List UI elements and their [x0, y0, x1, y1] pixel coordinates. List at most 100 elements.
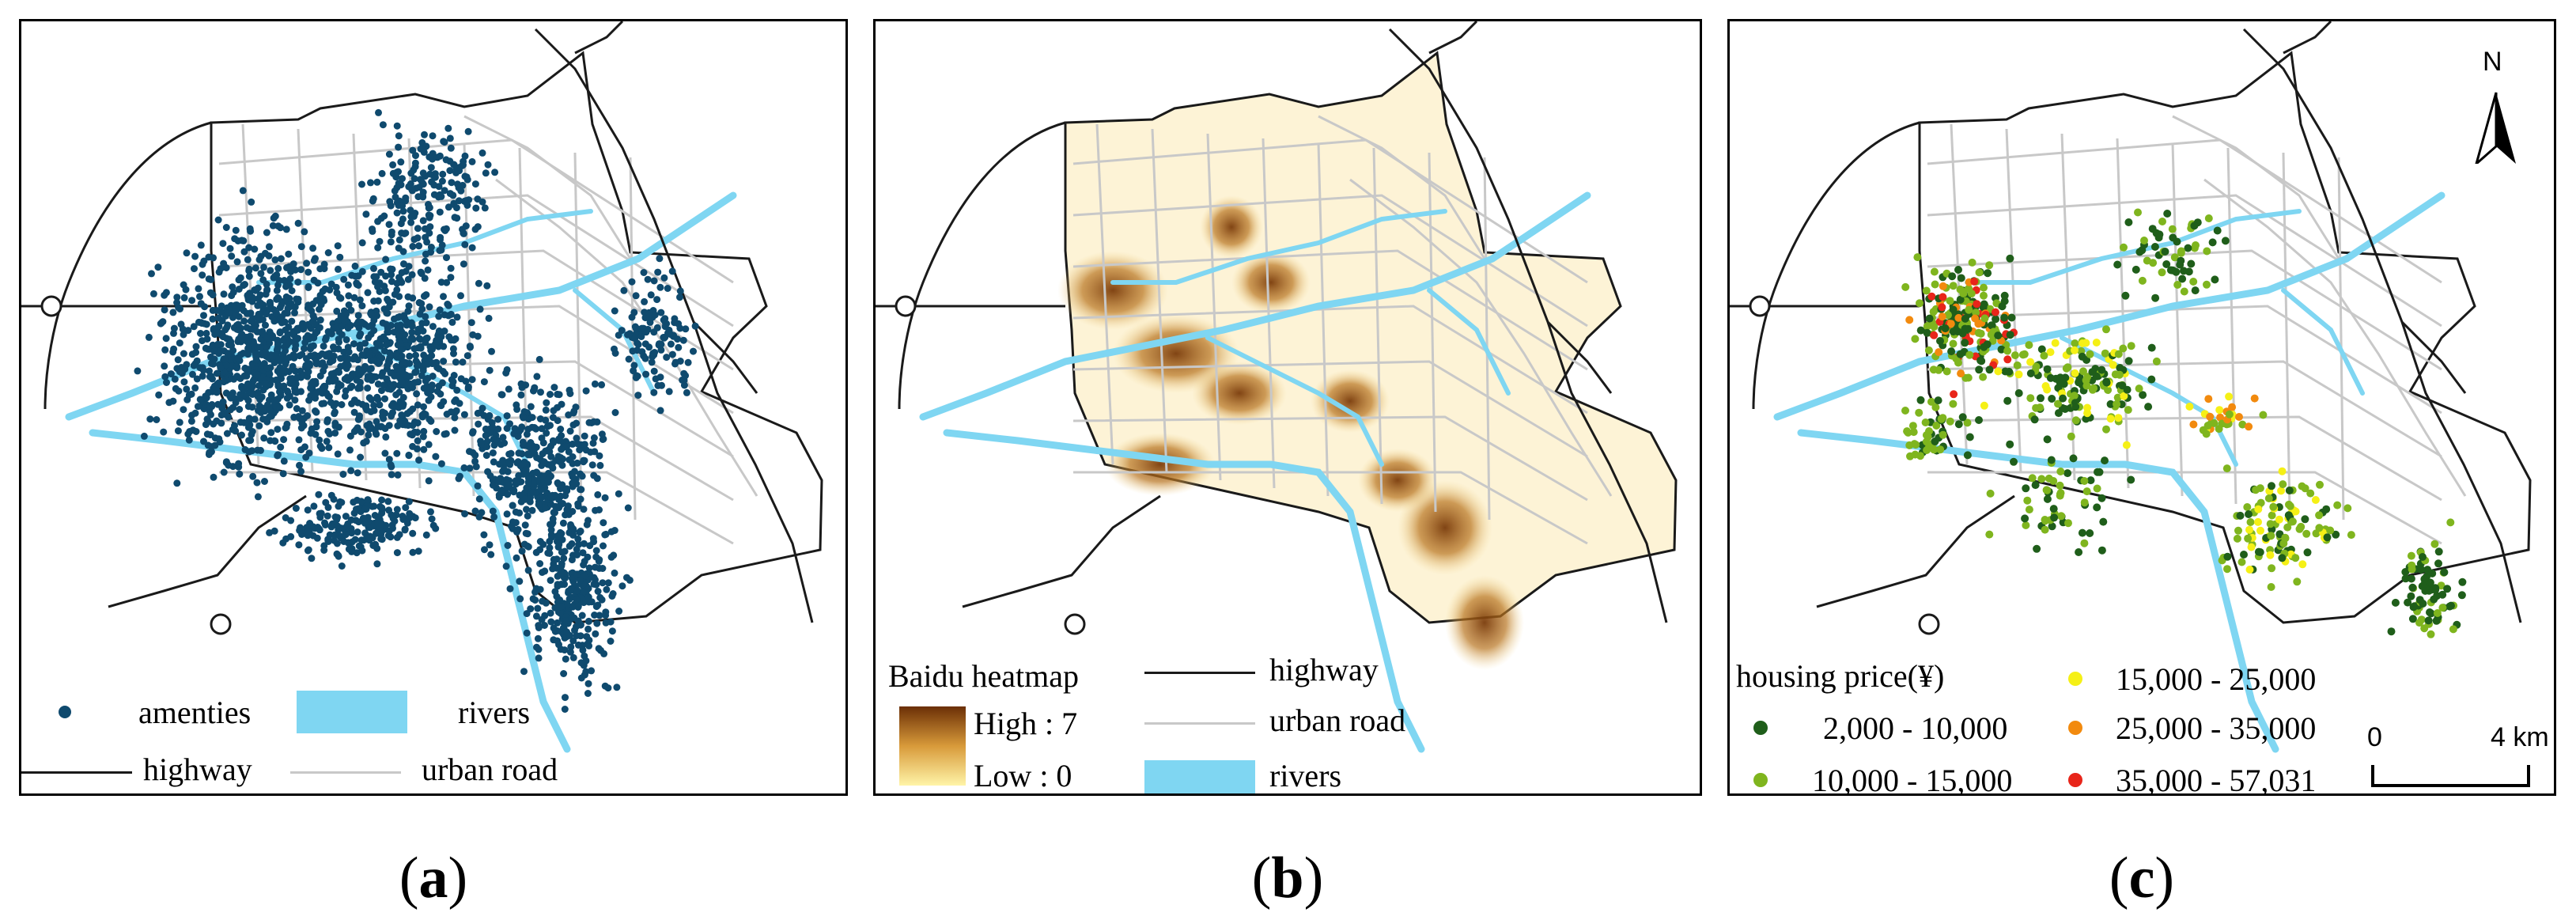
housing-price-point — [1901, 407, 1909, 415]
housing-price-point — [2086, 476, 2095, 485]
amenity-point — [418, 411, 426, 419]
housing-price-point — [2041, 525, 2049, 534]
amenity-point — [641, 297, 649, 305]
amenity-point — [197, 330, 204, 337]
housing-price-point — [1949, 400, 1958, 408]
housing-price-point — [2014, 370, 2023, 379]
amenity-point — [641, 314, 649, 322]
amenity-point — [252, 321, 259, 329]
amenity-point — [238, 431, 245, 439]
amenity-point — [338, 331, 346, 339]
amenity-point — [502, 562, 510, 570]
amenity-point — [274, 426, 282, 434]
housing-price-point — [2135, 248, 2144, 256]
amenity-point — [340, 275, 348, 283]
amenity-point — [649, 353, 656, 361]
amenity-point — [236, 274, 244, 282]
amenity-point — [182, 286, 190, 293]
housing-price-point — [1937, 415, 1946, 423]
amenity-point — [577, 632, 584, 640]
amenity-point — [215, 435, 223, 443]
amenity-point — [255, 256, 263, 263]
legend-urban-road-swatch — [290, 771, 401, 774]
amenity-point — [441, 311, 448, 319]
amenity-point — [460, 229, 467, 237]
amenity-point — [435, 183, 443, 191]
amenity-point — [455, 197, 463, 205]
amenity-point — [395, 388, 403, 396]
housing-price-point — [2204, 395, 2213, 403]
amenity-point — [432, 340, 440, 348]
housing-price-point — [2037, 394, 2045, 403]
amenity-point — [542, 406, 550, 414]
amenity-point — [351, 272, 359, 280]
amenity-point — [350, 340, 357, 348]
amenity-point — [441, 328, 448, 335]
housing-price-point — [2120, 392, 2128, 400]
amenity-point — [615, 608, 623, 615]
housing-price-point — [2244, 534, 2253, 543]
housing-price-point — [2031, 481, 2040, 490]
amenity-point — [607, 528, 615, 536]
amenity-point — [443, 278, 451, 286]
amenity-point — [339, 471, 347, 478]
amenity-point — [513, 528, 520, 536]
amenity-point — [476, 305, 484, 313]
amenity-point — [547, 494, 554, 502]
amenity-point — [239, 336, 246, 344]
amenity-point — [442, 430, 450, 437]
amenity-point — [346, 446, 354, 454]
housing-price-point — [2237, 558, 2246, 566]
amenity-point — [222, 389, 230, 397]
housing-price-point — [2057, 512, 2066, 521]
housing-price-point — [1965, 305, 1973, 314]
housing-price-point — [2026, 358, 2035, 366]
amenity-point — [229, 288, 237, 296]
amenity-point — [443, 254, 450, 262]
amenity-point — [378, 496, 386, 504]
amenity-point — [563, 628, 571, 636]
housing-price-point — [1929, 308, 1938, 316]
amenity-point — [409, 405, 417, 413]
amenity-point — [573, 587, 581, 595]
amenity-point — [588, 461, 596, 469]
amenity-point — [294, 335, 301, 343]
amenity-point — [245, 267, 253, 275]
amenity-point — [433, 153, 441, 161]
amenity-point — [173, 299, 181, 306]
amenity-point — [483, 282, 491, 290]
housing-price-point — [2173, 237, 2181, 246]
amenity-point — [223, 430, 231, 437]
amenity-point — [333, 516, 341, 524]
amenity-point — [538, 425, 546, 433]
amenity-point — [479, 404, 486, 412]
amenity-point — [340, 316, 348, 324]
amenity-point — [196, 364, 204, 372]
amenity-point — [601, 682, 609, 690]
amenity-point — [388, 471, 395, 479]
housing-price-point — [2097, 546, 2106, 555]
amenity-point — [210, 473, 218, 481]
amenity-point — [437, 390, 444, 398]
amenity-point — [276, 304, 284, 312]
housing-price-point — [2254, 547, 2263, 556]
housing-price-point — [1980, 343, 1988, 351]
amenity-point — [656, 283, 664, 291]
amenity-point — [582, 387, 590, 395]
housing-price-point — [1992, 315, 2000, 324]
amenity-point — [422, 257, 429, 265]
amenity-point — [602, 612, 610, 619]
amenity-point — [432, 453, 440, 460]
housing-price-point — [2026, 394, 2035, 403]
amenity-point — [485, 314, 493, 322]
housing-price-point — [2037, 475, 2046, 483]
amenity-point — [324, 503, 332, 511]
amenity-point — [134, 367, 142, 375]
amenity-point — [365, 374, 373, 382]
amenity-point — [355, 415, 363, 422]
amenity-point — [245, 365, 252, 373]
amenity-point — [389, 161, 397, 169]
amenity-point — [590, 434, 598, 441]
amenity-point — [215, 314, 223, 322]
amenity-point — [204, 441, 212, 449]
